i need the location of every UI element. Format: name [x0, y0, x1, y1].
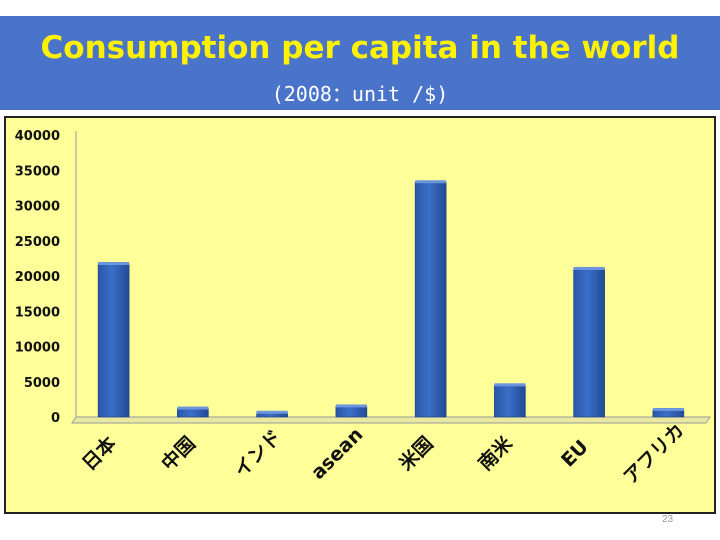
bar — [335, 406, 368, 418]
bar-top — [494, 383, 526, 387]
x-tick-label: インド — [230, 426, 286, 482]
x-tick-label: 南米 — [474, 431, 518, 475]
bar — [177, 408, 209, 418]
header-banner: Consumption per capita in the world (200… — [0, 16, 720, 110]
bar-chart: 0 5000 10000 15000 20000 25000 30000 35000 40000… — [15, 129, 711, 488]
bar-top — [652, 407, 684, 411]
bar-top — [335, 404, 367, 408]
y-tick-label: 0 — [51, 411, 60, 426]
bar-top — [256, 410, 288, 414]
x-tick-label: 米国 — [394, 432, 437, 475]
y-tick-label: 10000 — [15, 341, 60, 356]
x-tick-label: EU — [557, 436, 593, 472]
bar — [494, 384, 526, 418]
plot-area — [76, 131, 710, 417]
page-title: Consumption per capita in the world — [40, 30, 680, 66]
bar — [573, 268, 605, 418]
bar-top — [177, 406, 209, 410]
page-number: 23 — [662, 514, 674, 525]
bar-top — [98, 262, 130, 266]
bar — [97, 263, 130, 418]
bar — [414, 181, 447, 418]
y-tick-label: 15000 — [15, 305, 60, 320]
bar — [652, 409, 685, 418]
page-subtitle: (2008：unit /$) — [271, 82, 449, 106]
x-axis-floor — [71, 416, 711, 424]
bar-top — [415, 180, 447, 184]
y-tick-label: 30000 — [15, 200, 60, 215]
y-tick-label: 35000 — [15, 164, 60, 179]
y-tick-label: 20000 — [15, 270, 60, 285]
x-tick-label: 日本 — [77, 432, 120, 475]
y-tick-label: 25000 — [15, 235, 60, 250]
x-tick-label: 中国 — [157, 432, 200, 475]
x-tick-label: asean — [307, 424, 367, 484]
x-tick-label: アフリカ — [619, 419, 688, 488]
y-tick-label: 5000 — [24, 376, 60, 391]
bar-top — [573, 266, 605, 270]
y-tick-label: 40000 — [15, 129, 60, 144]
chart-area: 0 5000 10000 15000 20000 25000 30000 35000 40000… — [4, 116, 716, 514]
